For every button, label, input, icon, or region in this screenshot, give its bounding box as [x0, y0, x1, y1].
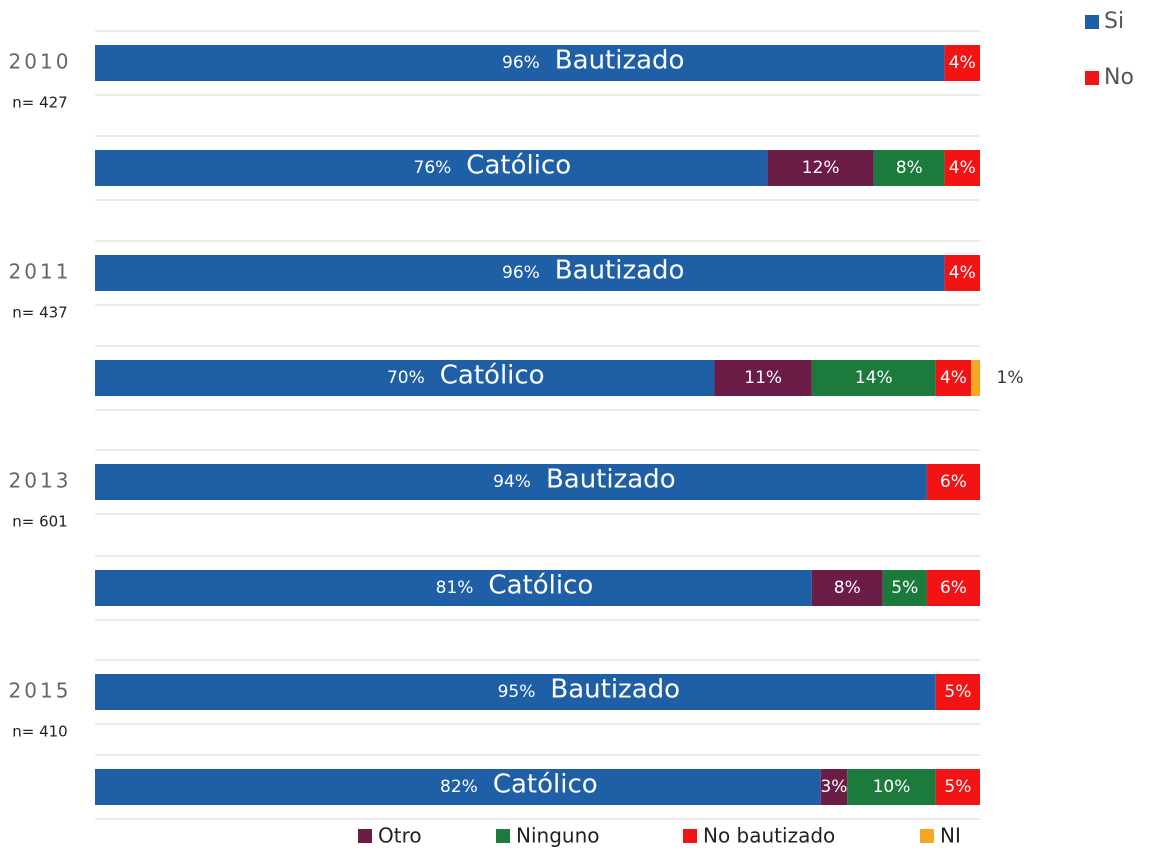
bar-segment [767, 150, 874, 186]
value-label: 81% [436, 578, 474, 598]
legend-swatch [1085, 15, 1099, 29]
bar-segment [95, 769, 821, 805]
row-label: Bautizado [555, 256, 685, 286]
bar-segment [935, 360, 972, 396]
bar-segment [944, 150, 980, 186]
row-label: Bautizado [555, 46, 685, 76]
year-label: 2013 [9, 469, 72, 493]
value-label: 14% [855, 368, 893, 388]
bar-segment [714, 360, 812, 396]
legend-label: Otro [378, 824, 422, 848]
bar-segment [95, 570, 812, 606]
value-label: 82% [440, 777, 478, 797]
value-label: 4% [949, 53, 976, 73]
legend-swatch [683, 829, 697, 843]
value-label: 5% [891, 578, 918, 598]
legend-label: Si [1104, 9, 1124, 34]
bar-segment [820, 769, 848, 805]
value-label: 96% [502, 263, 540, 283]
year-label: 2010 [9, 50, 72, 74]
legend-label: No [1104, 65, 1134, 90]
value-label: 76% [414, 158, 452, 178]
legend-label: Ninguno [516, 824, 599, 848]
row-label: Católico [493, 770, 598, 800]
bar-segment [95, 464, 927, 500]
bar-segment [811, 360, 936, 396]
year-label: 2011 [9, 260, 72, 284]
value-label: 5% [944, 777, 971, 797]
value-label: 96% [502, 53, 540, 73]
value-label: 8% [896, 158, 923, 178]
row-label: Católico [466, 151, 571, 181]
bar-segment [926, 464, 980, 500]
bar-segment [971, 360, 980, 396]
legend-label: NI [940, 824, 961, 848]
bar-segment [95, 674, 936, 710]
sample-size: n= 410 [12, 723, 67, 741]
value-label: 8% [834, 578, 861, 598]
value-label: 11% [744, 368, 782, 388]
value-label: 10% [873, 777, 911, 797]
value-label: 4% [949, 158, 976, 178]
sample-size: n= 437 [12, 304, 67, 322]
legend-swatch [358, 829, 372, 843]
row-label: Bautizado [546, 465, 676, 495]
sample-size: n= 601 [12, 513, 67, 531]
value-label: 95% [498, 682, 536, 702]
bar-segment [95, 255, 945, 291]
value-label: 6% [940, 472, 967, 492]
sample-size: n= 427 [12, 94, 67, 112]
legend-swatch [920, 829, 934, 843]
value-label: 3% [820, 777, 847, 797]
legend-swatch [496, 829, 510, 843]
bar-segment [926, 570, 980, 606]
bar-segment [882, 570, 927, 606]
value-label: 4% [940, 368, 967, 388]
value-label: 4% [949, 263, 976, 283]
row-label: Bautizado [550, 675, 680, 705]
value-label: 1% [997, 368, 1024, 388]
value-label: 70% [387, 368, 425, 388]
bar-segment [811, 570, 883, 606]
row-label: Católico [488, 571, 593, 601]
legend-swatch [1085, 71, 1099, 85]
bar-segment [95, 45, 945, 81]
bar-segment [935, 674, 980, 710]
bar-segment [944, 45, 980, 81]
bar-segment [95, 150, 768, 186]
value-label: 5% [944, 682, 971, 702]
bar-segment [944, 255, 980, 291]
value-label: 12% [802, 158, 840, 178]
bar-segment [935, 769, 980, 805]
value-label: 94% [493, 472, 531, 492]
bar-segment [95, 360, 715, 396]
bar-segment [873, 150, 945, 186]
year-label: 2015 [9, 679, 72, 703]
legend-label: No bautizado [703, 824, 835, 848]
value-label: 6% [940, 578, 967, 598]
bar-segment [847, 769, 936, 805]
row-label: Católico [440, 361, 545, 391]
